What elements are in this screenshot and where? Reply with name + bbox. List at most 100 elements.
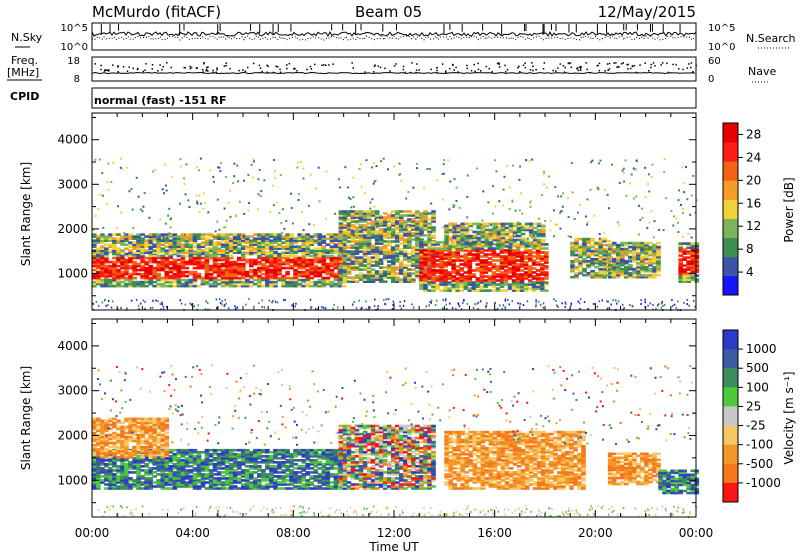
power-cell [317, 284, 323, 288]
power-cell [180, 254, 186, 258]
power-cell [494, 301, 497, 304]
power-cell [168, 256, 174, 260]
velocity-cell [148, 469, 153, 472]
power-cell [480, 240, 486, 244]
power-cell [395, 256, 400, 259]
power-cell [265, 270, 270, 274]
power-cell [503, 265, 509, 268]
velocity-cell [180, 465, 186, 468]
power-cell [565, 303, 567, 306]
power-cell [334, 212, 337, 215]
power-cell [261, 233, 266, 236]
power-cell [220, 256, 226, 260]
power-cell [499, 265, 505, 268]
power-cell [648, 247, 653, 251]
velocity-cell [160, 483, 166, 486]
power-cell [196, 233, 202, 236]
power-cell [472, 244, 478, 248]
power-cell [556, 304, 558, 307]
power-cell [541, 226, 546, 230]
power-cell [126, 307, 128, 310]
power-cell [338, 222, 344, 225]
power-cell [269, 282, 274, 286]
power-cell [531, 285, 537, 288]
power-cell [586, 273, 591, 277]
power-cell [152, 284, 157, 288]
velocity-cell [220, 471, 226, 474]
power-cell [346, 256, 352, 259]
power-cell [606, 257, 611, 261]
velocity-cell [156, 485, 161, 488]
power-cell [285, 256, 290, 260]
power-cell [315, 187, 318, 190]
power-cell [164, 252, 170, 256]
power-cell [475, 241, 481, 244]
power-cell [192, 266, 198, 270]
power-cell [451, 253, 456, 256]
power-cell [444, 228, 449, 232]
power-cell [208, 239, 214, 242]
velocity-cell [188, 469, 194, 472]
power-cell [378, 272, 384, 275]
nave-dot [686, 67, 689, 69]
power-cell [107, 188, 110, 191]
power-cell [387, 276, 392, 279]
nave-dot [151, 68, 153, 70]
power-cell [632, 255, 637, 259]
power-cell [464, 222, 470, 226]
power-cell [108, 272, 113, 276]
power-cell [552, 209, 555, 212]
velocity-cell [232, 487, 238, 490]
velocity-cell [228, 467, 234, 470]
power-cell [582, 257, 587, 261]
power-cell [112, 256, 117, 260]
power-cell [309, 241, 314, 244]
power-cell [269, 243, 274, 246]
power-cell [263, 179, 266, 182]
power-cell [92, 264, 97, 268]
power-cell [212, 241, 218, 244]
power-cell [561, 302, 563, 305]
power-cell [277, 266, 282, 270]
power-cell [313, 249, 319, 252]
power-cell [387, 264, 392, 267]
power-cell [678, 280, 683, 283]
power-cell [522, 304, 525, 306]
power-cell [188, 235, 194, 238]
power-cell [529, 205, 532, 208]
power-cell [140, 254, 145, 258]
velocity-cell [136, 469, 141, 472]
power-cell [395, 234, 400, 237]
power-cell [632, 253, 637, 257]
power-cell [165, 189, 168, 192]
power-cell [224, 225, 227, 228]
power-cell [269, 284, 274, 288]
power-cell [232, 251, 238, 254]
power-cell [192, 256, 198, 260]
power-cell [395, 276, 400, 279]
power-cell [261, 256, 266, 260]
power-cell [586, 239, 591, 243]
power-cell [168, 282, 174, 286]
nave-dot [672, 63, 674, 66]
power-cell [156, 237, 161, 240]
power-cell [407, 260, 412, 263]
power-cell [570, 162, 573, 165]
velocity-cell [96, 487, 101, 490]
power-cell [451, 263, 456, 266]
nave-dot [604, 70, 606, 72]
power-cell [207, 302, 209, 304]
power-cell [204, 251, 210, 254]
power-cell [582, 249, 587, 253]
velocity-cell [124, 477, 129, 480]
nave-dot [100, 68, 102, 71]
power-cell [325, 237, 331, 240]
power-cell [140, 268, 145, 272]
power-cell [196, 258, 202, 262]
power-cell [431, 212, 436, 215]
power-cell [309, 284, 314, 288]
nave-dot [247, 66, 249, 69]
power-cell [366, 258, 372, 261]
power-cell [253, 247, 258, 250]
nave-dot [626, 63, 628, 66]
